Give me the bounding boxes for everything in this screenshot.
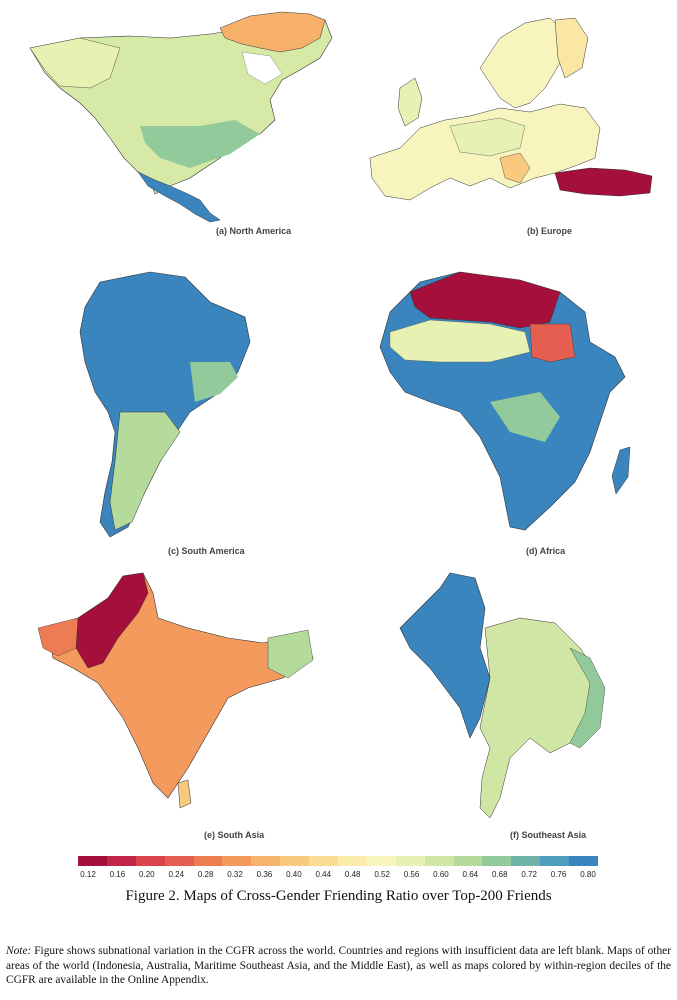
legend-tick-label: 0.72 bbox=[521, 870, 537, 879]
map-central-europe bbox=[449, 117, 526, 157]
map-central-africa bbox=[490, 392, 560, 442]
legend-tick-label: 0.56 bbox=[403, 870, 420, 879]
panel-label: (d) Africa bbox=[526, 546, 566, 556]
map-canada-west bbox=[29, 37, 121, 89]
legend-swatch bbox=[193, 856, 223, 866]
legend-swatch bbox=[164, 856, 194, 866]
note-text: Figure shows subnational variation in th… bbox=[6, 945, 671, 986]
map-balkans bbox=[499, 152, 531, 184]
map-north-africa bbox=[409, 271, 561, 329]
map-thailand-laos-vietnam bbox=[479, 617, 601, 819]
map-canada-white bbox=[241, 51, 283, 85]
legend-tick-label: 0.60 bbox=[433, 870, 449, 879]
legend-swatch bbox=[338, 856, 367, 866]
map-pakistan bbox=[75, 572, 149, 669]
legend-ticks: 0.12 0.16 0.20 0.24 0.28 0.32 0.36 0.40 0.44 0.48… bbox=[78, 870, 598, 882]
south-america-map bbox=[79, 271, 251, 538]
legend-swatch bbox=[309, 856, 339, 866]
panel-southeast-asia: (f) Southeast Asia bbox=[390, 568, 670, 848]
map-scandinavia bbox=[479, 17, 566, 109]
legend-swatch bbox=[424, 856, 454, 866]
legend-swatches bbox=[78, 856, 599, 866]
map-brazil-green bbox=[190, 362, 238, 402]
south-asia-map bbox=[37, 572, 314, 809]
legend-tick-label: 0.36 bbox=[256, 870, 273, 879]
map-canada-north bbox=[219, 11, 326, 53]
legend-swatch bbox=[78, 856, 107, 866]
map-south-asia-mainland bbox=[47, 572, 314, 799]
legend-tick-label: 0.64 bbox=[462, 870, 479, 879]
legend-swatch bbox=[569, 856, 599, 866]
panel-south-america: (c) South America bbox=[60, 262, 320, 562]
north-america-map bbox=[29, 11, 333, 223]
figure-caption: Figure 2. Maps of Cross-Gender Friending… bbox=[125, 888, 552, 904]
legend-tick-label: 0.68 bbox=[491, 870, 508, 879]
legend-swatch bbox=[511, 856, 541, 866]
map-us-blue-region bbox=[140, 120, 260, 168]
map-afghanistan bbox=[37, 617, 79, 657]
legend-tick-label: 0.80 bbox=[580, 870, 596, 879]
legend-swatch bbox=[106, 856, 136, 866]
legend-tick-label: 0.76 bbox=[550, 870, 567, 879]
legend-tick-label: 0.16 bbox=[109, 870, 126, 879]
color-scale-legend: 0.12 0.16 0.20 0.24 0.28 0.32 0.36 0.40 0.44 0.48… bbox=[78, 856, 599, 886]
legend-tick-label: 0.12 bbox=[80, 870, 96, 879]
southeast-asia-map bbox=[399, 572, 606, 819]
panel-label: (e) South Asia bbox=[204, 830, 265, 840]
panel-europe: (b) Europe bbox=[360, 8, 670, 240]
legend-swatch bbox=[280, 856, 310, 866]
map-sahel bbox=[389, 319, 531, 363]
europe-map bbox=[369, 17, 653, 201]
legend-swatch bbox=[251, 856, 281, 866]
panel-label: (c) South America bbox=[168, 546, 245, 556]
legend-tick-label: 0.20 bbox=[139, 870, 155, 879]
legend-swatch bbox=[135, 856, 165, 866]
legend-tick-label: 0.40 bbox=[286, 870, 302, 879]
map-uk bbox=[397, 77, 423, 127]
panel-south-asia: (e) South Asia bbox=[28, 568, 328, 848]
map-egypt-sudan bbox=[529, 323, 576, 363]
legend-tick-label: 0.28 bbox=[197, 870, 214, 879]
map-southern-cone bbox=[109, 411, 181, 531]
legend-swatch bbox=[222, 856, 252, 866]
legend-swatch bbox=[482, 856, 512, 866]
legend-swatch bbox=[395, 856, 425, 866]
map-vietnam-coast bbox=[569, 647, 606, 749]
legend-tick-label: 0.52 bbox=[374, 870, 390, 879]
map-south-america-mainland bbox=[79, 271, 251, 538]
map-bangladesh-east bbox=[267, 629, 314, 679]
figure-note: Note: Figure shows subnational variation… bbox=[6, 944, 671, 988]
map-sri-lanka bbox=[177, 779, 192, 809]
map-mexico bbox=[137, 171, 221, 223]
legend-tick-label: 0.24 bbox=[168, 870, 185, 879]
africa-map bbox=[379, 271, 631, 531]
legend-tick-label: 0.32 bbox=[227, 870, 243, 879]
map-turkey bbox=[554, 167, 653, 197]
legend-tick-label: 0.48 bbox=[344, 870, 361, 879]
legend-swatch bbox=[366, 856, 396, 866]
map-madagascar bbox=[611, 446, 631, 495]
panel-north-america: (a) North America bbox=[20, 8, 340, 240]
note-label: Note: bbox=[6, 945, 32, 957]
panel-label: (a) North America bbox=[216, 226, 292, 236]
legend-tick-label: 0.44 bbox=[315, 870, 332, 879]
map-finland bbox=[554, 17, 589, 79]
panel-label: (b) Europe bbox=[527, 226, 572, 236]
panel-label: (f) Southeast Asia bbox=[510, 830, 587, 840]
legend-swatch bbox=[540, 856, 570, 866]
map-myanmar bbox=[399, 572, 491, 739]
panel-africa: (d) Africa bbox=[360, 262, 670, 562]
legend-swatch bbox=[453, 856, 483, 866]
